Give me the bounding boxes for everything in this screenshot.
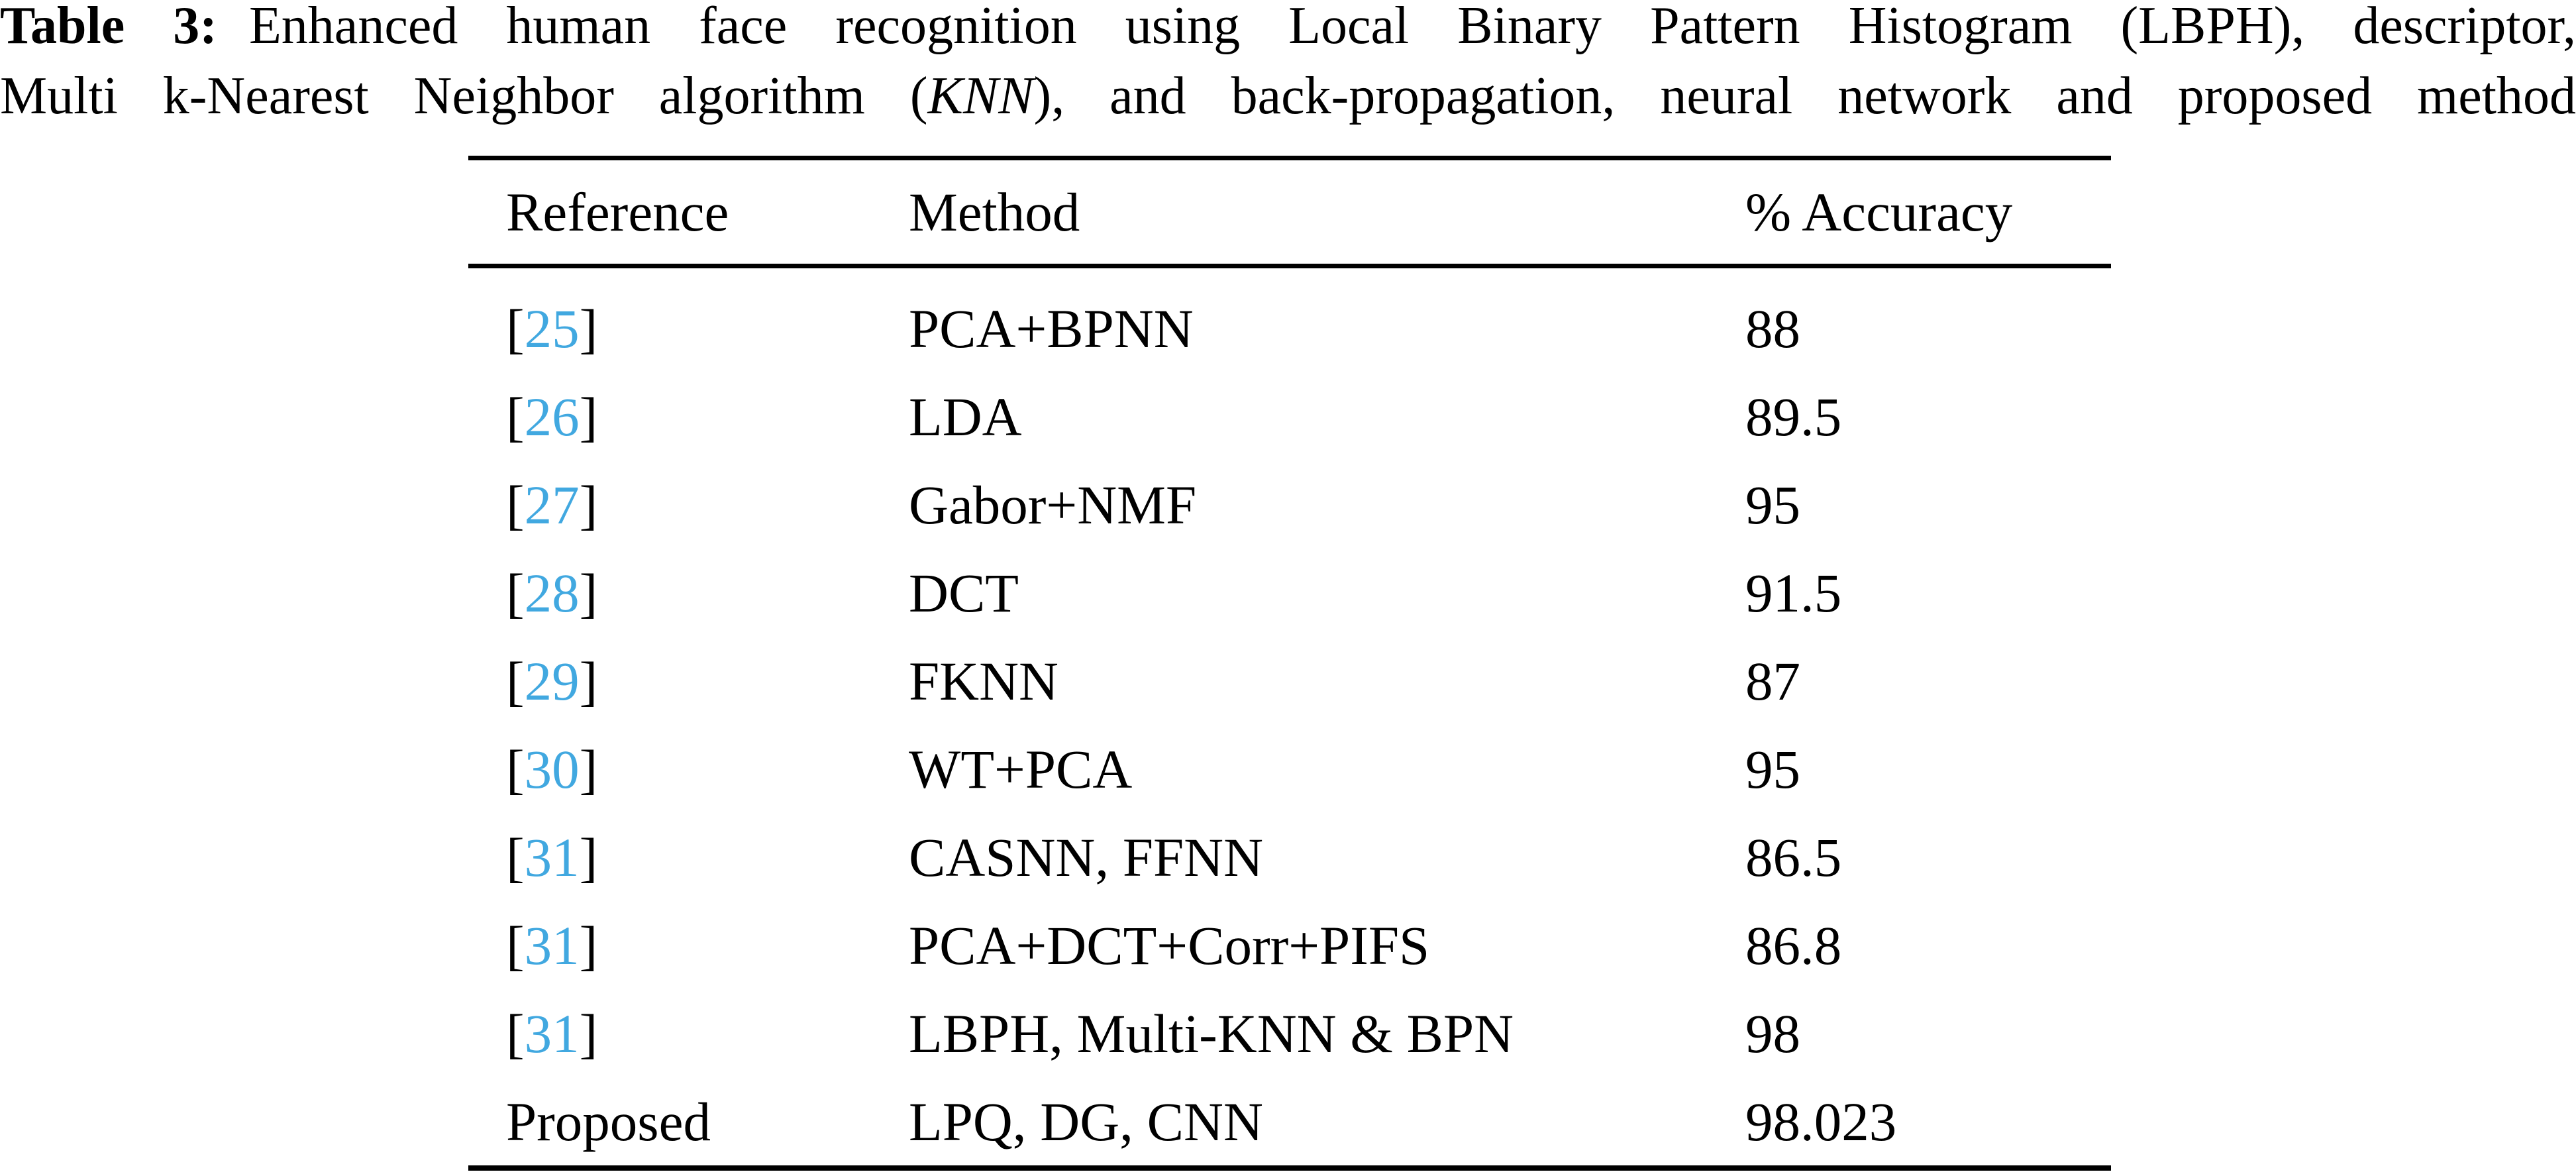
reference-cell: [26] bbox=[506, 385, 909, 449]
table-header-rule bbox=[468, 264, 2111, 268]
table-row: [31] CASNN, FFNN 86.5 bbox=[468, 813, 2111, 901]
citation-link[interactable]: 27 bbox=[524, 474, 580, 536]
citation-bracket-open: [ bbox=[506, 386, 525, 448]
citation-link[interactable]: 29 bbox=[524, 651, 580, 712]
accuracy-cell: 86.5 bbox=[1745, 826, 1842, 888]
table-row: [31] PCA+DCT+Corr+PIFS 86.8 bbox=[468, 901, 2111, 989]
accuracy-cell: 98.023 bbox=[1745, 1091, 1897, 1152]
method-cell: LBPH, Multi-KNN & BPN bbox=[909, 1002, 1514, 1064]
method-cell: PCA+DCT+Corr+PIFS bbox=[909, 914, 1430, 976]
accuracy-cell: 95 bbox=[1745, 738, 1800, 800]
citation-link[interactable]: 31 bbox=[524, 1002, 580, 1064]
citation-bracket-close: ] bbox=[579, 826, 598, 888]
citation-bracket-close: ] bbox=[579, 914, 598, 976]
proposed-label: Proposed bbox=[506, 1091, 711, 1152]
caption-line-1-text: Enhanced human face recognition using Lo… bbox=[248, 0, 2576, 55]
table-row: [25] PCA+BPNN 88 bbox=[468, 285, 2111, 373]
table-caption-label: Table 3: bbox=[0, 0, 217, 55]
citation-bracket-open: [ bbox=[506, 298, 525, 360]
table-row: Proposed LPQ, DG, CNN 98.023 bbox=[468, 1077, 2111, 1165]
citation-link[interactable]: 31 bbox=[524, 914, 580, 976]
citation-bracket-close: ] bbox=[579, 1002, 598, 1064]
reference-cell: [28] bbox=[506, 561, 909, 625]
method-cell: LDA bbox=[909, 386, 1022, 448]
accuracy-cell: 87 bbox=[1745, 651, 1800, 712]
caption-line-2-text-pre: Multi k-Nearest Neighbor algorithm ( bbox=[0, 67, 928, 125]
citation-link[interactable]: 25 bbox=[524, 298, 580, 360]
table-body: [25] PCA+BPNN 88 [26] LDA 89.5 [27] Gabo… bbox=[468, 268, 2111, 1165]
method-cell: PCA+BPNN bbox=[909, 298, 1194, 360]
method-cell: DCT bbox=[909, 562, 1019, 624]
reference-cell: [27] bbox=[506, 473, 909, 537]
reference-cell: [29] bbox=[506, 649, 909, 713]
citation-bracket-open: [ bbox=[506, 474, 525, 536]
column-header-accuracy: % Accuracy bbox=[1745, 182, 2013, 242]
accuracy-cell: 95 bbox=[1745, 474, 1800, 536]
citation-link[interactable]: 31 bbox=[524, 826, 580, 888]
table-row: [29] FKNN 87 bbox=[468, 637, 2111, 725]
accuracy-cell: 98 bbox=[1745, 1002, 1800, 1064]
citation-link[interactable]: 30 bbox=[524, 738, 580, 800]
table-top-rule bbox=[468, 156, 2111, 160]
table-bottom-rule bbox=[468, 1165, 2111, 1171]
column-header-reference: Reference bbox=[506, 182, 729, 242]
citation-bracket-open: [ bbox=[506, 651, 525, 712]
caption-line-2-text-post: ), and back-propagation, neural network … bbox=[1033, 67, 2576, 125]
table-row: [27] Gabor+NMF 95 bbox=[468, 461, 2111, 549]
table-header-row: Reference Method % Accuracy bbox=[468, 160, 2111, 264]
citation-bracket-close: ] bbox=[579, 651, 598, 712]
column-header-method: Method bbox=[909, 182, 1080, 242]
table-row: [30] WT+PCA 95 bbox=[468, 725, 2111, 814]
accuracy-cell: 89.5 bbox=[1745, 386, 1842, 448]
method-cell: CASNN, FFNN bbox=[909, 826, 1264, 888]
caption-line-1: Table 3: Enhanced human face recognition … bbox=[0, 0, 2576, 61]
citation-bracket-close: ] bbox=[579, 738, 598, 800]
reference-cell: [31] bbox=[506, 826, 909, 889]
citation-bracket-close: ] bbox=[579, 562, 598, 624]
results-table: Reference Method % Accuracy [25] PCA+BPN… bbox=[468, 156, 2111, 1171]
citation-bracket-open: [ bbox=[506, 738, 525, 800]
citation-bracket-close: ] bbox=[579, 386, 598, 448]
citation-bracket-open: [ bbox=[506, 562, 525, 624]
reference-cell: [31] bbox=[506, 1002, 909, 1065]
citation-bracket-close: ] bbox=[579, 474, 598, 536]
accuracy-cell: 86.8 bbox=[1745, 914, 1842, 976]
citation-bracket-close: ] bbox=[579, 298, 598, 360]
citation-link[interactable]: 28 bbox=[524, 562, 580, 624]
reference-cell: [25] bbox=[506, 297, 909, 360]
reference-cell: Proposed bbox=[506, 1090, 909, 1153]
table-caption: Table 3: Enhanced human face recognition … bbox=[0, 0, 2576, 131]
table-row: [31] LBPH, Multi-KNN & BPN 98 bbox=[468, 989, 2111, 1077]
citation-bracket-open: [ bbox=[506, 1002, 525, 1064]
table-row: [28] DCT 91.5 bbox=[468, 549, 2111, 637]
reference-cell: [30] bbox=[506, 737, 909, 801]
reference-cell: [31] bbox=[506, 914, 909, 977]
citation-bracket-open: [ bbox=[506, 826, 525, 888]
table-row: [26] LDA 89.5 bbox=[468, 373, 2111, 461]
accuracy-cell: 91.5 bbox=[1745, 562, 1842, 624]
citation-link[interactable]: 26 bbox=[524, 386, 580, 448]
method-cell: WT+PCA bbox=[909, 738, 1133, 800]
accuracy-cell: 88 bbox=[1745, 298, 1800, 360]
caption-knn-italic: KNN bbox=[927, 67, 1034, 125]
citation-bracket-open: [ bbox=[506, 914, 525, 976]
method-cell: Gabor+NMF bbox=[909, 474, 1197, 536]
caption-line-2: Multi k-Nearest Neighbor algorithm (KNN)… bbox=[0, 61, 2576, 131]
method-cell: LPQ, DG, CNN bbox=[909, 1091, 1263, 1152]
method-cell: FKNN bbox=[909, 651, 1058, 712]
